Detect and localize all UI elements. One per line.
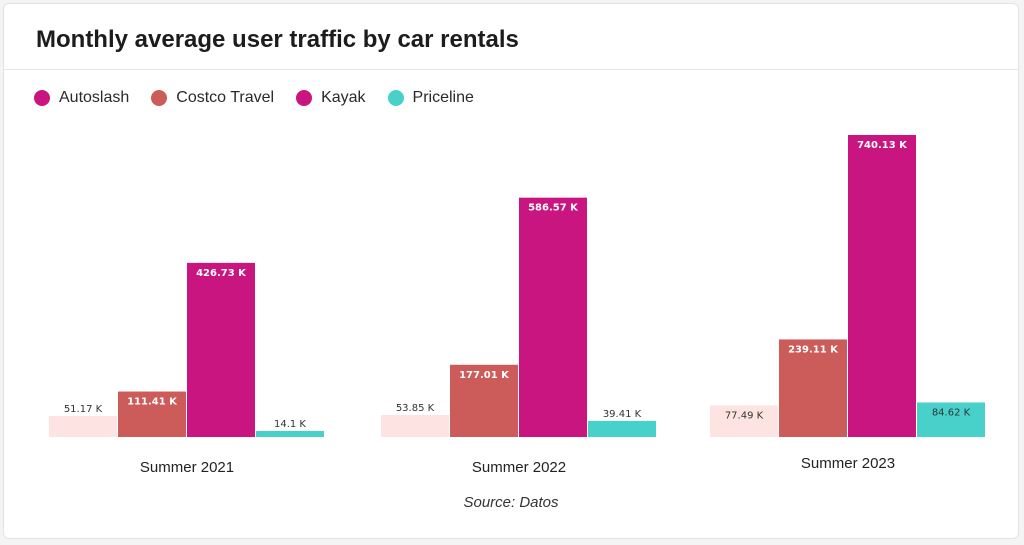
category-label-summer-2022: Summer 2022 <box>472 459 566 476</box>
legend-item-priceline[interactable]: Priceline <box>387 89 474 107</box>
legend-item-costco-travel[interactable]: Costco Travel <box>151 89 274 107</box>
legend-dot-costco-travel <box>151 90 168 106</box>
data-label-priceline-summer-2021: 14.1 K <box>274 419 306 430</box>
bar-kayak-summer-2021[interactable] <box>187 262 255 437</box>
bar-priceline-summer-2022[interactable] <box>588 420 656 437</box>
bar-kayak-summer-2022[interactable] <box>519 197 587 437</box>
data-label-costco-travel-summer-2021: 111.41 K <box>127 397 178 408</box>
data-label-kayak-summer-2023: 740.13 K <box>857 140 908 151</box>
legend-dot-autoslash <box>34 90 50 106</box>
data-label-priceline-summer-2022: 39.41 K <box>603 409 642 420</box>
category-label-summer-2023: Summer 2023 <box>801 455 895 472</box>
bar-priceline-summer-2021[interactable] <box>256 431 324 437</box>
legend-label-costco-travel: Costco Travel <box>176 89 275 106</box>
bar-kayak-summer-2023[interactable] <box>848 135 916 437</box>
legend-item-kayak[interactable]: Kayak <box>296 89 366 107</box>
legend-dot-kayak <box>296 90 313 106</box>
legend-label-kayak: Kayak <box>321 89 366 106</box>
bar-autoslash-summer-2021[interactable] <box>49 416 117 437</box>
data-label-costco-travel-summer-2023: 239.11 K <box>788 344 839 355</box>
bar-autoslash-summer-2023[interactable] <box>710 405 778 437</box>
data-label-priceline-summer-2023: 84.62 K <box>932 407 971 418</box>
chart-title: Monthly average user traffic by car rent… <box>36 26 519 53</box>
data-label-autoslash-summer-2021: 51.17 K <box>64 404 103 415</box>
legend-label-autoslash: Autoslash <box>59 89 130 106</box>
bar-costco-travel-summer-2022[interactable] <box>450 364 518 437</box>
title-divider <box>4 69 1018 70</box>
data-label-kayak-summer-2022: 586.57 K <box>528 203 579 214</box>
bar-autoslash-summer-2022[interactable] <box>381 415 449 437</box>
bar-priceline-summer-2023[interactable] <box>917 402 985 437</box>
legend-item-autoslash[interactable]: Autoslash <box>34 89 129 107</box>
data-label-costco-travel-summer-2022: 177.01 K <box>459 370 510 381</box>
data-label-autoslash-summer-2022: 53.85 K <box>396 403 435 414</box>
legend-label-priceline: Priceline <box>412 89 474 106</box>
bar-costco-travel-summer-2021[interactable] <box>118 391 186 437</box>
data-label-autoslash-summer-2023: 77.49 K <box>725 410 764 421</box>
legend-dot-priceline <box>387 90 404 106</box>
legend: Autoslash Costco Travel Kayak Priceline <box>34 89 496 107</box>
category-label-summer-2021: Summer 2021 <box>140 459 234 476</box>
source-note: Source: Datos <box>463 494 559 511</box>
bar-costco-travel-summer-2023[interactable] <box>779 339 847 437</box>
data-label-kayak-summer-2021: 426.73 K <box>196 268 247 279</box>
